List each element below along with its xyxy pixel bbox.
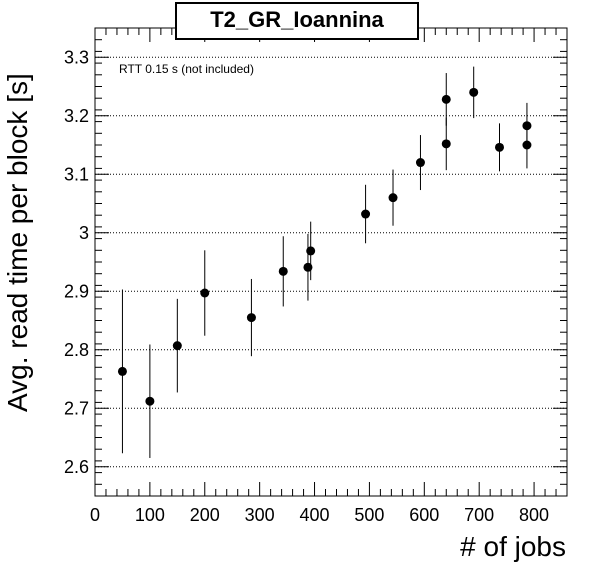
x-tick-label: 100 — [135, 505, 165, 525]
x-tick-label: 300 — [245, 505, 275, 525]
y-tick-label: 3 — [79, 223, 89, 243]
x-tick-label: 200 — [190, 505, 220, 525]
x-tick-label: 500 — [354, 505, 384, 525]
data-point — [415, 158, 425, 168]
title-box — [175, 2, 419, 40]
data-point — [522, 140, 532, 150]
x-tick-label: 700 — [464, 505, 494, 525]
data-point — [441, 94, 451, 104]
grid-lines — [95, 56, 567, 468]
data-points — [117, 87, 532, 406]
x-tick-labels: 0 100 200 300 400 500 600 700 800 — [90, 505, 549, 525]
data-point — [145, 396, 155, 406]
data-point — [361, 209, 371, 219]
annotation-text: RTT 0.15 s (not included) — [119, 62, 254, 76]
y-tick-labels: 2.6 2.7 2.8 2.9 3 3.1 3.2 3.3 — [64, 47, 89, 477]
x-tick-label: 600 — [409, 505, 439, 525]
data-point — [441, 139, 451, 149]
y-tick-label: 3.2 — [64, 106, 89, 126]
y-tick-label: 2.6 — [64, 457, 89, 477]
axis-ticks — [94, 27, 568, 497]
data-point — [303, 262, 313, 272]
data-point — [117, 366, 127, 376]
data-point — [494, 142, 504, 152]
y-tick-label: 2.8 — [64, 340, 89, 360]
data-point — [469, 87, 479, 97]
x-tick-label: 800 — [519, 505, 549, 525]
chart-title: T2_GR_Ioannina — [210, 7, 384, 32]
data-point — [278, 266, 288, 276]
data-point — [246, 313, 256, 323]
plot-frame — [94, 27, 568, 497]
y-tick-label: 2.7 — [64, 398, 89, 418]
data-point — [522, 121, 532, 131]
y-tick-label: 3.1 — [64, 164, 89, 184]
data-point — [200, 288, 210, 298]
y-tick-label: 3.3 — [64, 47, 89, 67]
data-point — [306, 246, 316, 256]
x-axis-title: # of jobs — [460, 531, 566, 562]
x-tick-label: 400 — [300, 505, 330, 525]
y-tick-label: 2.9 — [64, 281, 89, 301]
y-axis-title: Avg. read time per block [s] — [2, 73, 33, 412]
x-tick-label: 0 — [90, 505, 100, 525]
data-point — [388, 193, 398, 203]
data-point — [172, 341, 182, 351]
error-bars — [121, 66, 528, 458]
